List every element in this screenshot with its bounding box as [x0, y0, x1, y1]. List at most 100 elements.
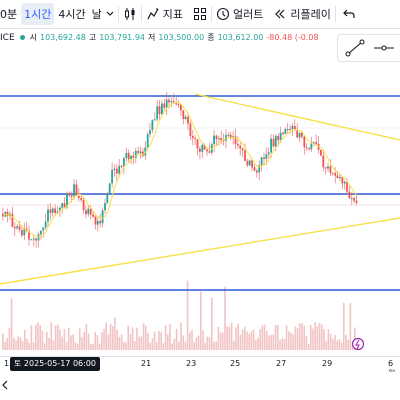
volume-bar	[294, 326, 297, 350]
volume-bar	[239, 335, 242, 350]
candle-body	[151, 120, 154, 130]
volume-bar	[237, 323, 239, 350]
volume-bar	[134, 341, 136, 350]
volume-bar	[226, 326, 228, 350]
candle-body	[324, 167, 327, 169]
volume-bar	[87, 333, 90, 350]
volume-bar	[252, 329, 255, 350]
candle-body	[348, 191, 351, 199]
scroll-left-icon[interactable]	[0, 380, 10, 390]
timeframe-1h[interactable]: 1시간	[21, 3, 55, 25]
candle-body	[277, 135, 280, 141]
candle-body	[222, 140, 225, 142]
candle-body	[120, 166, 123, 168]
volume-bar	[233, 340, 235, 350]
volume-bar	[81, 337, 83, 350]
candle-body	[87, 208, 90, 215]
candle-body	[331, 172, 334, 174]
volume-bar	[296, 328, 299, 350]
volume-bar	[72, 334, 74, 350]
volume-bar	[345, 334, 347, 350]
trend-line-tool-icon[interactable]	[344, 37, 366, 59]
undo-icon[interactable]	[342, 7, 356, 21]
volume-bar	[79, 328, 81, 350]
volume-bar	[28, 342, 30, 350]
volume-bar	[112, 326, 114, 350]
change-value: -80.48 (-0.08	[266, 33, 319, 42]
candle-body	[63, 203, 66, 208]
candle-body	[70, 195, 73, 197]
volume-bar	[303, 325, 305, 350]
candle-body	[220, 138, 223, 141]
price-chart[interactable]	[0, 60, 400, 356]
volume-bar	[98, 343, 101, 350]
candle-body	[201, 144, 204, 152]
volume-bar	[2, 333, 4, 350]
templates-icon[interactable]	[193, 7, 207, 21]
volume-bar	[332, 339, 334, 350]
timeframe-4h[interactable]: 4시간	[58, 8, 86, 21]
candle-body	[101, 210, 104, 224]
candle-body	[241, 148, 244, 151]
timeframe-0m[interactable]: 0분	[0, 8, 18, 21]
open-label: 시	[29, 33, 37, 42]
top-toolbar: 0분 1시간 4시간 날 지표 얼러트	[0, 0, 400, 29]
low-label: 저	[148, 33, 156, 42]
horizontal-ray-tool-icon[interactable]	[372, 37, 396, 59]
candle-body	[18, 226, 21, 230]
volume-bar	[19, 337, 22, 350]
candle-body	[163, 103, 166, 108]
volume-bar	[208, 337, 211, 350]
candle-body	[334, 173, 337, 176]
candle-body	[298, 132, 301, 138]
volume-bar	[217, 327, 220, 350]
candle-body	[113, 168, 116, 171]
event-marker-icon[interactable]	[351, 337, 365, 351]
volume-bar	[90, 343, 92, 350]
candle-chart-type-icon[interactable]	[123, 7, 137, 21]
volume-bar	[129, 334, 132, 350]
drawing-tools-panel	[337, 34, 400, 62]
volume-bar	[261, 325, 264, 350]
indicators-button[interactable]: 지표	[146, 6, 183, 22]
replay-button[interactable]: 리플레이	[273, 6, 331, 22]
volume-bar	[4, 341, 6, 350]
volume-bar	[334, 335, 336, 350]
candle-body	[49, 209, 52, 213]
volume-bar	[310, 325, 312, 350]
candle-body	[206, 149, 208, 152]
candle-body	[286, 128, 289, 130]
volume-bar	[281, 338, 283, 350]
alert-icon	[216, 7, 230, 21]
volume-bar	[131, 327, 134, 350]
replay-label: 리플레이	[290, 8, 331, 21]
alert-button[interactable]: 얼러트	[216, 6, 263, 22]
candle-body	[191, 136, 194, 139]
candle-body	[146, 134, 149, 148]
candle-body	[239, 145, 242, 149]
volume-bar	[153, 331, 156, 350]
volume-bar	[109, 324, 112, 350]
candle-body	[85, 210, 87, 215]
candle-body	[260, 157, 263, 165]
volume-bar	[290, 332, 292, 350]
time-tick-label: 21	[141, 359, 152, 368]
symbol-name[interactable]: ICE	[0, 32, 15, 43]
timeframe-day[interactable]: 날	[91, 8, 102, 21]
candle-body	[339, 177, 341, 178]
candle-body	[253, 167, 256, 171]
candle-body	[196, 139, 199, 149]
volume-bar	[349, 303, 352, 350]
volume-bar	[184, 341, 187, 350]
close-label: 종	[207, 33, 215, 42]
volume-bar	[138, 336, 140, 350]
candle-body	[265, 154, 268, 159]
candle-body	[99, 221, 102, 224]
candle-body	[32, 238, 35, 240]
candle-body	[59, 207, 61, 212]
volume-bar	[114, 317, 116, 350]
timeframe-dropdown-icon[interactable]	[106, 11, 114, 17]
candle-body	[355, 200, 358, 204]
volume-bar	[250, 331, 253, 350]
candle-body	[170, 101, 173, 103]
